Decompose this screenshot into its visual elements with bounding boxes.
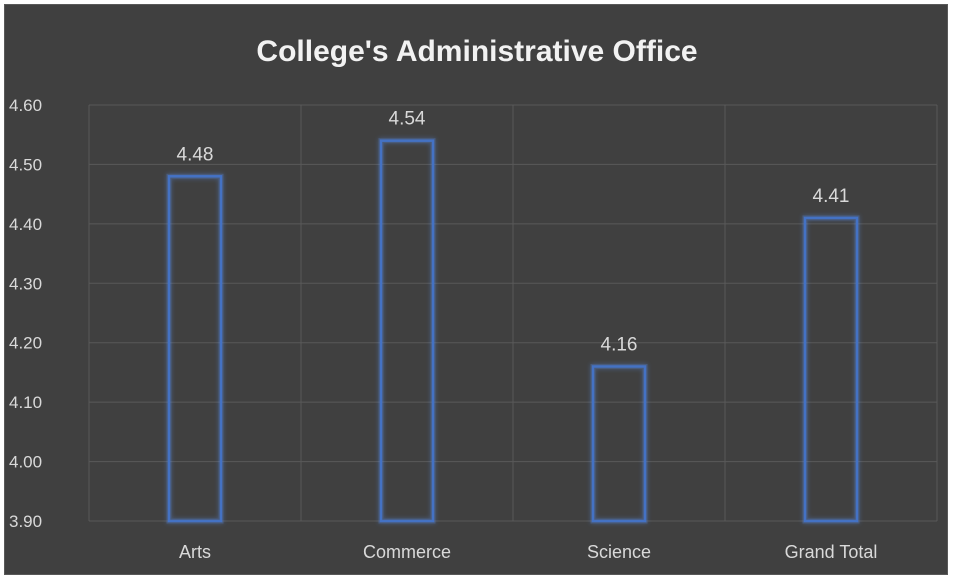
bar-glow	[802, 215, 860, 524]
chart-area: College's Administrative Office 3.90 4.00…	[4, 4, 948, 575]
bar-glow	[166, 173, 224, 524]
y-tick-label: 4.50	[9, 155, 42, 174]
data-label: 4.48	[177, 144, 214, 165]
bar-grand-total	[803, 216, 859, 523]
chart-title: College's Administrative Office	[256, 35, 698, 68]
chart-plot: 3.90 4.00 4.10 4.20 4.30 4.40 4.50 4.60 4.48 4.5…	[9, 96, 938, 562]
y-tick-label: 4.60	[9, 96, 42, 115]
y-tick-label: 4.00	[9, 453, 42, 472]
data-label: 4.16	[601, 334, 638, 355]
x-tick-label: Arts	[179, 542, 211, 562]
y-tick-label: 3.90	[9, 512, 42, 531]
bar-arts	[167, 175, 223, 523]
data-label: 4.41	[813, 186, 850, 207]
y-tick-label: 4.40	[9, 215, 42, 234]
bar-science	[591, 365, 647, 523]
x-tick-label: Science	[587, 542, 651, 562]
bar-glow	[590, 363, 648, 524]
bar-glow	[378, 138, 436, 524]
y-tick-label: 4.20	[9, 334, 42, 353]
y-tick-label: 4.30	[9, 274, 42, 293]
bar-commerce	[379, 139, 435, 523]
y-tick-label: 4.10	[9, 393, 42, 412]
x-tick-label: Commerce	[363, 542, 451, 562]
data-label: 4.54	[389, 109, 426, 130]
x-tick-label: Grand Total	[785, 542, 878, 562]
